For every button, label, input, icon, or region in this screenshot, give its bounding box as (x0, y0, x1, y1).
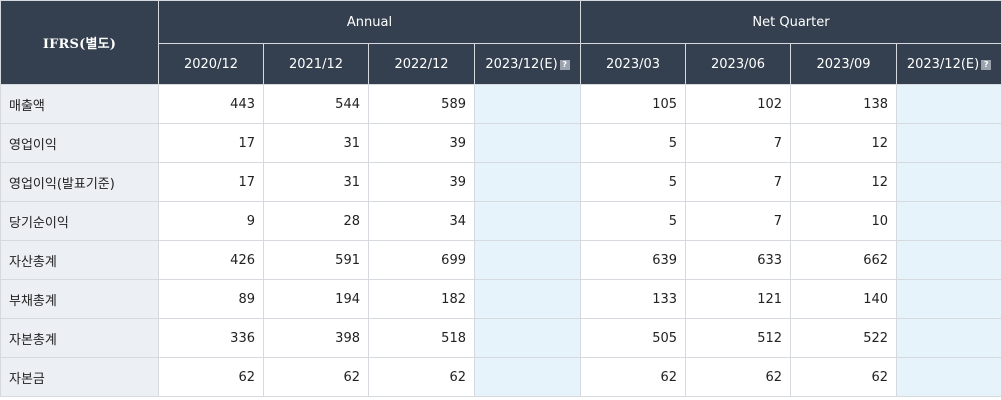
quarter-estimate-cell (896, 357, 1001, 397)
quarter-value-cell: 105 (580, 84, 687, 124)
annual-estimate-header: 2023/12(E)? (473, 43, 582, 85)
accounting-standard-header: IFRS(별도) (0, 0, 159, 85)
annual-value-cell: 34 (368, 201, 475, 241)
quarter-value-cell: 505 (580, 318, 687, 358)
quarter-estimate-cell (896, 123, 1001, 163)
annual-value-cell: 62 (158, 357, 264, 397)
annual-value-cell: 62 (368, 357, 475, 397)
annual-estimate-cell (473, 84, 582, 124)
row-label: 부채총계 (0, 279, 159, 319)
quarter-value-cell: 522 (790, 318, 898, 358)
row-label: 영업이익(발표기준) (0, 162, 159, 202)
quarter-value-cell: 133 (580, 279, 687, 319)
quarter-value-cell: 140 (790, 279, 898, 319)
quarter-period-header: 2023/06 (685, 43, 792, 85)
annual-value-cell: 398 (263, 318, 369, 358)
quarter-period-header: 2023/03 (580, 43, 687, 85)
quarter-value-cell: 5 (580, 162, 687, 202)
annual-estimate-cell (473, 357, 582, 397)
quarter-value-cell: 102 (685, 84, 792, 124)
help-icon[interactable]: ? (559, 59, 570, 70)
quarter-value-cell: 12 (790, 162, 898, 202)
annual-period-header: 2022/12 (368, 43, 475, 85)
annual-estimate-cell (473, 123, 582, 163)
annual-estimate-cell (473, 318, 582, 358)
quarter-value-cell: 5 (580, 123, 687, 163)
annual-value-cell: 17 (158, 123, 264, 163)
quarter-value-cell: 121 (685, 279, 792, 319)
quarter-estimate-cell (896, 240, 1001, 280)
quarter-estimate-cell (896, 279, 1001, 319)
quarter-estimate-cell (896, 162, 1001, 202)
annual-value-cell: 426 (158, 240, 264, 280)
annual-value-cell: 699 (368, 240, 475, 280)
quarter-estimate-cell (896, 201, 1001, 241)
annual-value-cell: 544 (263, 84, 369, 124)
quarter-value-cell: 662 (790, 240, 898, 280)
quarter-estimate-cell (896, 318, 1001, 358)
annual-value-cell: 194 (263, 279, 369, 319)
quarter-value-cell: 62 (790, 357, 898, 397)
quarter-value-cell: 62 (580, 357, 687, 397)
quarter-value-cell: 62 (685, 357, 792, 397)
annual-value-cell: 591 (263, 240, 369, 280)
table-row: 당기순이익 9 28 34 5 7 10 (0, 201, 1001, 241)
table-body: 매출액 443 544 589 105 102 138 영업이익 17 31 39 5 7 12 영업이익(… (0, 84, 1001, 397)
row-label: 자본총계 (0, 318, 159, 358)
table-row: 영업이익 17 31 39 5 7 12 (0, 123, 1001, 163)
quarter-value-cell: 5 (580, 201, 687, 241)
annual-value-cell: 39 (368, 123, 475, 163)
annual-value-cell: 39 (368, 162, 475, 202)
annual-period-header: 2020/12 (158, 43, 264, 85)
annual-period-header: 2021/12 (263, 43, 369, 85)
quarter-value-cell: 7 (685, 162, 792, 202)
table-row: 부채총계 89 194 182 133 121 140 (0, 279, 1001, 319)
table-row: 자산총계 426 591 699 639 633 662 (0, 240, 1001, 280)
annual-value-cell: 62 (263, 357, 369, 397)
quarter-value-cell: 633 (685, 240, 792, 280)
annual-estimate-cell (473, 279, 582, 319)
quarter-value-cell: 138 (790, 84, 898, 124)
quarter-value-cell: 512 (685, 318, 792, 358)
quarter-estimate-cell (896, 84, 1001, 124)
quarter-estimate-label: 2023/12(E) (906, 56, 980, 72)
annual-value-cell: 518 (368, 318, 475, 358)
quarter-value-cell: 10 (790, 201, 898, 241)
help-icon[interactable]: ? (981, 59, 992, 70)
table-row: 매출액 443 544 589 105 102 138 (0, 84, 1001, 124)
row-label: 당기순이익 (0, 201, 159, 241)
quarter-estimate-header: 2023/12(E)? (896, 43, 1001, 85)
annual-value-cell: 336 (158, 318, 264, 358)
annual-estimate-cell (473, 201, 582, 241)
row-label: 매출액 (0, 84, 159, 124)
annual-estimate-label: 2023/12(E) (485, 56, 558, 72)
annual-value-cell: 443 (158, 84, 264, 124)
quarter-period-header: 2023/09 (790, 43, 898, 85)
annual-estimate-cell (473, 240, 582, 280)
annual-value-cell: 31 (263, 123, 369, 163)
annual-value-cell: 31 (263, 162, 369, 202)
table-row: 자본총계 336 398 518 505 512 522 (0, 318, 1001, 358)
table-row: 자본금 62 62 62 62 62 62 (0, 357, 1001, 397)
quarter-value-cell: 7 (685, 201, 792, 241)
annual-value-cell: 28 (263, 201, 369, 241)
row-label: 자본금 (0, 357, 159, 397)
annual-value-cell: 9 (158, 201, 264, 241)
annual-value-cell: 589 (368, 84, 475, 124)
annual-value-cell: 182 (368, 279, 475, 319)
row-label: 영업이익 (0, 123, 159, 163)
table-header: IFRS(별도) Annual Net Quarter 2020/12 2021… (0, 0, 1001, 85)
quarter-value-cell: 639 (580, 240, 687, 280)
quarter-value-cell: 7 (685, 123, 792, 163)
row-label: 자산총계 (0, 240, 159, 280)
annual-value-cell: 89 (158, 279, 264, 319)
annual-value-cell: 17 (158, 162, 264, 202)
net-quarter-group-header: Net Quarter (580, 0, 1001, 44)
quarter-value-cell: 12 (790, 123, 898, 163)
table-row: 영업이익(발표기준) 17 31 39 5 7 12 (0, 162, 1001, 202)
annual-group-header: Annual (157, 0, 582, 44)
annual-estimate-cell (473, 162, 582, 202)
